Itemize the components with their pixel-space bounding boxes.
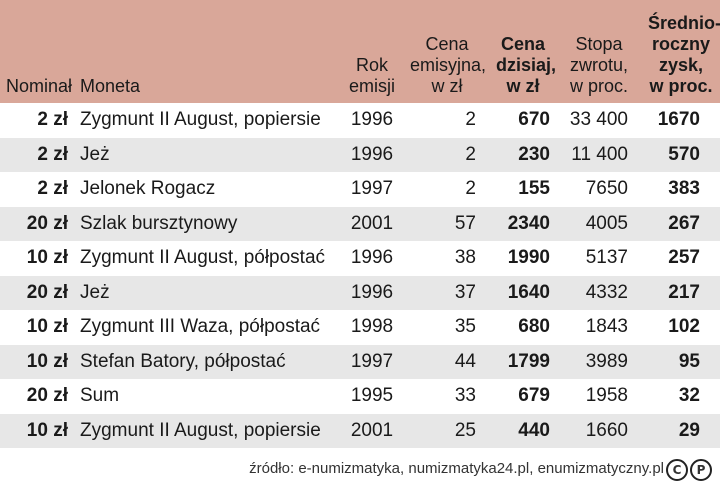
header-moneta: Moneta [74,0,340,103]
cell-rok-emisji: 2001 [340,206,404,241]
cell-moneta: Sum [74,379,340,414]
cell-moneta: Jeż [74,137,340,172]
cell-stopa-zwrotu: 3989 [556,344,642,379]
copyright-p-icon: P [690,459,712,481]
cell-cena-emisyjna: 33 [404,379,490,414]
cell-cena-dzisiaj: 2340 [490,206,556,241]
cell-rok-emisji: 1998 [340,310,404,345]
table-row: 2 zł Jelonek Rogacz 1997 2 155 7650 383 [0,172,720,207]
cell-sredni-zysk: 257 [642,241,720,276]
copyright-badge: C P [666,459,712,481]
header-rok-emisji: Rok emisji [340,0,404,103]
cell-moneta: Zygmunt II August, popiersie [74,103,340,138]
header-cena-emisyjna: Cena emisyjna, w zł [404,0,490,103]
table-row: 10 zł Stefan Batory, półpostać 1997 44 1799 3… [0,344,720,379]
table-row: 10 zł Zygmunt III Waza, półpostać 1998 35 6… [0,310,720,345]
cell-nominal: 10 zł [0,241,74,276]
cell-rok-emisji: 1997 [340,344,404,379]
cell-cena-dzisiaj: 1799 [490,344,556,379]
cell-nominal: 2 zł [0,103,74,138]
cell-rok-emisji: 1996 [340,241,404,276]
cell-sredni-zysk: 217 [642,275,720,310]
copyright-c-icon: C [666,459,688,481]
table-header-row: Nominał Moneta Rok emisji Cena emisyjna,… [0,0,720,103]
cell-sredni-zysk: 570 [642,137,720,172]
cell-sredni-zysk: 95 [642,344,720,379]
cell-nominal: 20 zł [0,379,74,414]
cell-cena-dzisiaj: 155 [490,172,556,207]
cell-nominal: 10 zł [0,344,74,379]
cell-cena-emisyjna: 25 [404,413,490,448]
cell-stopa-zwrotu: 7650 [556,172,642,207]
table-row: 10 zł Zygmunt II August, półpostać 1996 38 1… [0,241,720,276]
cell-nominal: 2 zł [0,172,74,207]
cell-sredni-zysk: 1670 [642,103,720,138]
coin-returns-table: Nominał Moneta Rok emisji Cena emisyjna,… [0,0,720,448]
cell-stopa-zwrotu: 4005 [556,206,642,241]
cell-nominal: 10 zł [0,413,74,448]
cell-cena-dzisiaj: 680 [490,310,556,345]
cell-cena-dzisiaj: 670 [490,103,556,138]
cell-sredni-zysk: 102 [642,310,720,345]
cell-cena-dzisiaj: 440 [490,413,556,448]
cell-moneta: Stefan Batory, półpostać [74,344,340,379]
cell-rok-emisji: 1996 [340,103,404,138]
cell-moneta: Zygmunt III Waza, półpostać [74,310,340,345]
table-row: 20 zł Sum 1995 33 679 1958 32 [0,379,720,414]
cell-rok-emisji: 1996 [340,275,404,310]
table-row: 20 zł Jeż 1996 37 1640 4332 217 [0,275,720,310]
cell-cena-dzisiaj: 1640 [490,275,556,310]
cell-stopa-zwrotu: 4332 [556,275,642,310]
cell-stopa-zwrotu: 5137 [556,241,642,276]
cell-rok-emisji: 2001 [340,413,404,448]
cell-stopa-zwrotu: 1660 [556,413,642,448]
cell-cena-emisyjna: 44 [404,344,490,379]
cell-cena-dzisiaj: 1990 [490,241,556,276]
cell-rok-emisji: 1995 [340,379,404,414]
cell-cena-emisyjna: 2 [404,137,490,172]
cell-stopa-zwrotu: 11 400 [556,137,642,172]
cell-cena-dzisiaj: 679 [490,379,556,414]
cell-nominal: 20 zł [0,206,74,241]
cell-moneta: Jeż [74,275,340,310]
cell-cena-emisyjna: 2 [404,103,490,138]
header-stopa-zwrotu: Stopa zwrotu, w proc. [556,0,642,103]
cell-sredni-zysk: 383 [642,172,720,207]
cell-sredni-zysk: 29 [642,413,720,448]
table-row: 2 zł Zygmunt II August, popiersie 1996 2 670… [0,103,720,138]
cell-moneta: Jelonek Rogacz [74,172,340,207]
cell-rok-emisji: 1996 [340,137,404,172]
cell-moneta: Szlak bursztynowy [74,206,340,241]
header-cena-dzisiaj: Cena dzisiaj, w zł [490,0,556,103]
cell-rok-emisji: 1997 [340,172,404,207]
cell-cena-emisyjna: 35 [404,310,490,345]
cell-cena-emisyjna: 37 [404,275,490,310]
table-row: 2 zł Jeż 1996 2 230 11 400 570 [0,137,720,172]
cell-nominal: 2 zł [0,137,74,172]
cell-stopa-zwrotu: 1843 [556,310,642,345]
cell-cena-emisyjna: 38 [404,241,490,276]
cell-cena-emisyjna: 2 [404,172,490,207]
cell-sredni-zysk: 267 [642,206,720,241]
table-row: 20 zł Szlak bursztynowy 2001 57 2340 4005 267 [0,206,720,241]
table-body: 2 zł Zygmunt II August, popiersie 1996 2 670… [0,103,720,448]
cell-moneta: Zygmunt II August, popiersie [74,413,340,448]
cell-moneta: Zygmunt II August, półpostać [74,241,340,276]
cell-cena-dzisiaj: 230 [490,137,556,172]
cell-stopa-zwrotu: 33 400 [556,103,642,138]
header-nominal: Nominał [0,0,74,103]
header-sredni-zysk: Średnio- roczny zysk, w proc. [642,0,720,103]
cell-cena-emisyjna: 57 [404,206,490,241]
table-row: 10 zł Zygmunt II August, popiersie 2001 25 4… [0,413,720,448]
source-note: źródło: e-numizmatyka, numizmatyka24.pl,… [249,460,664,477]
cell-stopa-zwrotu: 1958 [556,379,642,414]
cell-sredni-zysk: 32 [642,379,720,414]
cell-nominal: 20 zł [0,275,74,310]
footer: źródło: e-numizmatyka, numizmatyka24.pl,… [0,456,720,483]
cell-nominal: 10 zł [0,310,74,345]
